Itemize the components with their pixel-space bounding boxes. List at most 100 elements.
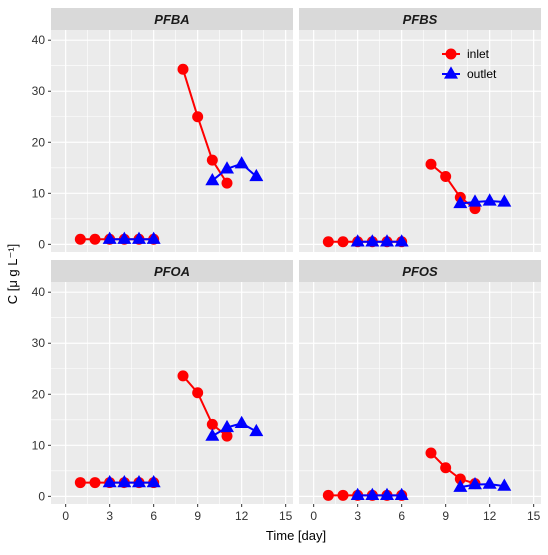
y-tick-label: 10 (32, 186, 46, 200)
panel-pfos: PFOS 0 3 6 9 12 15 (299, 260, 541, 523)
data-point-inlet (206, 154, 218, 166)
y-tick-label: 40 (32, 33, 46, 47)
data-point-outlet (146, 474, 161, 488)
data-point-outlet (234, 156, 249, 169)
panel-pfba: PFBA 0 10 20 30 40 (32, 8, 293, 252)
legend-label-outlet: outlet (467, 67, 497, 81)
x-tick-label: 0 (310, 509, 317, 523)
data-point-inlet (74, 233, 86, 245)
data-point-outlet (205, 428, 220, 441)
data-point-outlet (468, 477, 482, 490)
data-point-outlet (249, 168, 264, 182)
x-tick-label: 3 (106, 509, 113, 523)
panel-title-pfbs: PFBS (403, 12, 438, 27)
data-point-outlet (453, 479, 468, 492)
x-tick-label: 9 (194, 509, 201, 523)
series-line-inlet (182, 375, 228, 437)
y-tick-label: 30 (32, 84, 46, 98)
panel-pfoa: PFOA 0 10 20 30 40 0 3 6 9 12 15 (32, 260, 293, 523)
x-tick-label: 0 (62, 509, 69, 523)
data-point-inlet (454, 473, 466, 485)
x-tick-label: 15 (279, 509, 293, 523)
data-point-outlet (234, 415, 249, 429)
data-point-outlet (482, 476, 497, 489)
data-point-outlet (220, 161, 234, 174)
strip-pfoa (51, 260, 293, 282)
data-point-inlet (206, 418, 218, 430)
legend-key-outlet (444, 66, 458, 79)
data-point-outlet (220, 419, 234, 433)
series-line-inlet (430, 452, 476, 485)
data-point-inlet (221, 430, 233, 442)
data-point-outlet (146, 231, 161, 244)
data-point-outlet (497, 194, 512, 207)
data-point-inlet (74, 477, 86, 489)
data-point-inlet (192, 387, 204, 399)
series-line-outlet (211, 422, 257, 437)
plot-background (51, 282, 293, 504)
data-point-outlet (365, 234, 380, 247)
y-tick-label: 10 (32, 438, 46, 452)
strip-pfbs (299, 8, 541, 30)
data-point-inlet (425, 158, 437, 170)
data-point-inlet (440, 170, 452, 182)
y-tick-label: 0 (38, 237, 45, 251)
y-tick-label: 30 (32, 336, 46, 350)
data-point-inlet (337, 236, 349, 248)
data-point-inlet (337, 489, 349, 501)
data-point-outlet (132, 474, 146, 488)
data-point-inlet (89, 233, 101, 245)
x-tick-label: 6 (150, 509, 157, 523)
data-point-outlet (117, 231, 132, 244)
data-point-inlet (221, 177, 233, 189)
series-line-inlet (182, 69, 228, 184)
x-tick-label: 6 (398, 509, 405, 523)
data-point-inlet (192, 111, 204, 123)
legend: inlet outlet (442, 47, 497, 81)
panel-title-pfba: PFBA (154, 12, 189, 27)
x-tick-label: 9 (442, 509, 449, 523)
data-point-outlet (249, 423, 264, 437)
y-tick-label: 40 (32, 285, 46, 299)
data-point-outlet (365, 487, 380, 500)
plot-background (51, 30, 293, 252)
data-point-outlet (482, 193, 497, 206)
y-tick-label: 0 (38, 489, 45, 503)
x-tick-label: 12 (235, 509, 249, 523)
x-tick-label: 3 (354, 509, 361, 523)
series-line-outlet (460, 483, 505, 489)
data-point-outlet (117, 474, 132, 488)
data-point-outlet (132, 231, 146, 244)
y-axis-title: C [μ g L⁻¹] (5, 244, 20, 305)
data-point-inlet (177, 63, 189, 75)
series-line-outlet (460, 199, 505, 205)
data-point-inlet (322, 236, 334, 248)
x-tick-label: 12 (483, 509, 497, 523)
strip-pfos (299, 260, 541, 282)
data-point-outlet (497, 478, 512, 491)
plot-background (299, 282, 541, 504)
data-point-outlet (102, 231, 117, 244)
data-point-outlet (205, 172, 220, 186)
data-point-inlet (177, 370, 189, 382)
series-line-outlet (211, 162, 257, 182)
strip-pfba (51, 8, 293, 30)
x-axis-title: Time [day] (266, 528, 326, 543)
data-point-inlet (322, 489, 334, 501)
data-point-inlet (89, 477, 101, 489)
panel-pfbs: PFBS inlet outlet (299, 8, 541, 252)
panel-title-pfos: PFOS (402, 264, 438, 279)
data-point-outlet (380, 234, 394, 247)
y-tick-label: 20 (32, 387, 46, 401)
data-point-outlet (453, 195, 468, 209)
data-point-outlet (350, 234, 365, 247)
legend-key-inlet (445, 48, 457, 60)
data-point-outlet (468, 194, 482, 207)
data-point-outlet (102, 474, 117, 488)
data-point-outlet (380, 487, 394, 500)
data-point-outlet (394, 487, 409, 500)
y-tick-label: 20 (32, 135, 46, 149)
legend-label-inlet: inlet (467, 47, 490, 61)
